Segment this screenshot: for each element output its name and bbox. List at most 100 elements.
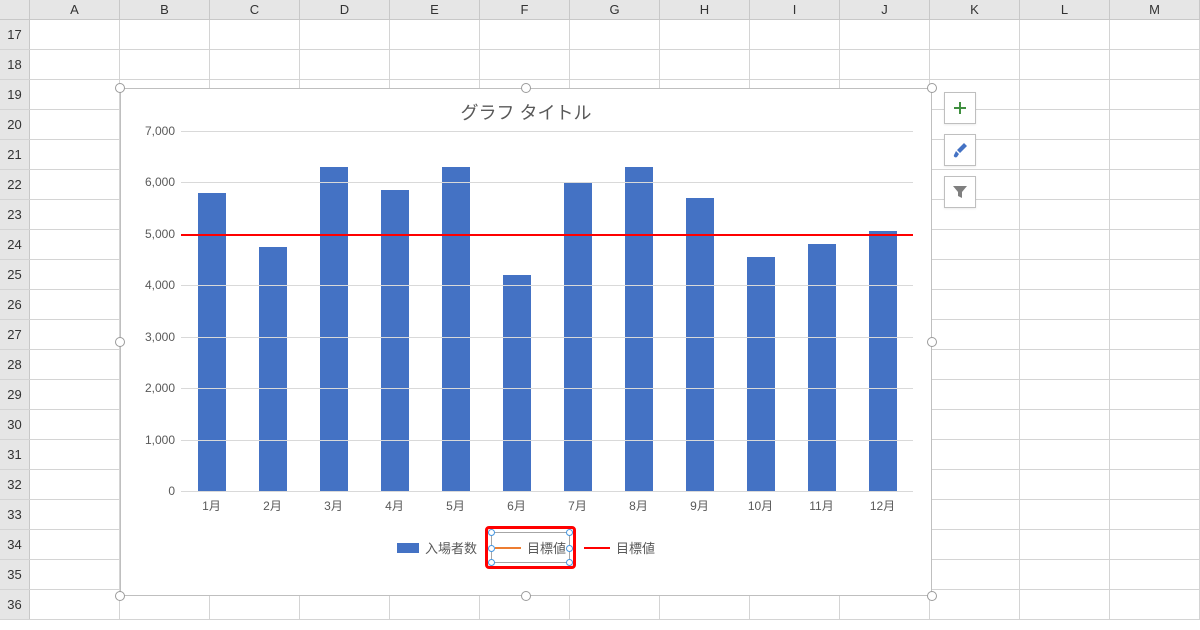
row-header[interactable]: 23 <box>0 200 30 229</box>
cell[interactable] <box>30 80 120 109</box>
cell[interactable] <box>30 110 120 139</box>
legend-resize-handle[interactable] <box>488 559 495 566</box>
column-header[interactable]: A <box>30 0 120 19</box>
bar[interactable] <box>747 257 775 491</box>
cell[interactable] <box>30 170 120 199</box>
cell[interactable] <box>1020 380 1110 409</box>
cell[interactable] <box>30 440 120 469</box>
cell[interactable] <box>1110 230 1200 259</box>
cell[interactable] <box>930 410 1020 439</box>
row-header[interactable]: 18 <box>0 50 30 79</box>
cell[interactable] <box>390 20 480 49</box>
cell[interactable] <box>1110 530 1200 559</box>
resize-handle-middle-left[interactable] <box>115 337 125 347</box>
cell[interactable] <box>930 590 1020 619</box>
column-header[interactable]: E <box>390 0 480 19</box>
cell[interactable] <box>1110 560 1200 589</box>
cell[interactable] <box>30 230 120 259</box>
chart-elements-button[interactable] <box>944 92 976 124</box>
cell[interactable] <box>1110 80 1200 109</box>
row-header[interactable]: 17 <box>0 20 30 49</box>
cell[interactable] <box>480 50 570 79</box>
resize-handle-bottom-left[interactable] <box>115 591 125 601</box>
bar[interactable] <box>259 247 287 491</box>
cell[interactable] <box>30 590 120 619</box>
cell[interactable] <box>1020 80 1110 109</box>
cell[interactable] <box>30 470 120 499</box>
legend-item[interactable]: 入場者数 <box>397 538 477 557</box>
resize-handle-top-left[interactable] <box>115 83 125 93</box>
row-header[interactable]: 24 <box>0 230 30 259</box>
legend-item[interactable]: 目標値 <box>584 538 655 557</box>
cell[interactable] <box>840 20 930 49</box>
cell[interactable] <box>210 20 300 49</box>
cell[interactable] <box>30 350 120 379</box>
cell[interactable] <box>930 50 1020 79</box>
row-header[interactable]: 33 <box>0 500 30 529</box>
cell[interactable] <box>930 560 1020 589</box>
cell[interactable] <box>1020 350 1110 379</box>
cell[interactable] <box>930 290 1020 319</box>
cell[interactable] <box>390 50 480 79</box>
column-header[interactable]: C <box>210 0 300 19</box>
cell[interactable] <box>930 350 1020 379</box>
row-header[interactable]: 22 <box>0 170 30 199</box>
column-header[interactable]: H <box>660 0 750 19</box>
cell[interactable] <box>1020 200 1110 229</box>
legend-item[interactable]: 目標値 <box>495 538 566 557</box>
column-header[interactable]: M <box>1110 0 1200 19</box>
column-header[interactable]: I <box>750 0 840 19</box>
legend-resize-handle[interactable] <box>488 529 495 536</box>
cell[interactable] <box>1110 110 1200 139</box>
cell[interactable] <box>750 50 840 79</box>
cell[interactable] <box>570 20 660 49</box>
row-header[interactable]: 19 <box>0 80 30 109</box>
legend-resize-handle[interactable] <box>488 545 495 552</box>
cell[interactable] <box>1020 20 1110 49</box>
row-header[interactable]: 26 <box>0 290 30 319</box>
cell[interactable] <box>300 20 390 49</box>
cell[interactable] <box>30 200 120 229</box>
bar[interactable] <box>808 244 836 491</box>
cell[interactable] <box>930 470 1020 499</box>
bar[interactable] <box>686 198 714 491</box>
row-header[interactable]: 35 <box>0 560 30 589</box>
cell[interactable] <box>30 50 120 79</box>
column-header[interactable]: J <box>840 0 930 19</box>
row-header[interactable]: 25 <box>0 260 30 289</box>
cell[interactable] <box>1110 440 1200 469</box>
chart-styles-button[interactable] <box>944 134 976 166</box>
cell[interactable] <box>930 230 1020 259</box>
column-header[interactable]: F <box>480 0 570 19</box>
bar[interactable] <box>869 231 897 491</box>
column-header[interactable]: D <box>300 0 390 19</box>
cell[interactable] <box>1020 530 1110 559</box>
cell[interactable] <box>300 50 390 79</box>
chart-title[interactable]: グラフ タイトル <box>121 89 931 131</box>
legend-resize-handle[interactable] <box>566 529 573 536</box>
bar[interactable] <box>625 167 653 491</box>
row-header[interactable]: 27 <box>0 320 30 349</box>
cell[interactable] <box>1110 290 1200 319</box>
cell[interactable] <box>1020 440 1110 469</box>
cell[interactable] <box>930 260 1020 289</box>
cell[interactable] <box>1110 20 1200 49</box>
cell[interactable] <box>1020 320 1110 349</box>
chart-legend[interactable]: 入場者数目標値目標値 <box>121 538 931 557</box>
cell[interactable] <box>1110 590 1200 619</box>
cell[interactable] <box>480 20 570 49</box>
row-header[interactable]: 29 <box>0 380 30 409</box>
cell[interactable] <box>30 560 120 589</box>
cell[interactable] <box>1110 410 1200 439</box>
cell[interactable] <box>120 20 210 49</box>
cell[interactable] <box>1110 260 1200 289</box>
cell[interactable] <box>30 320 120 349</box>
cell[interactable] <box>1020 260 1110 289</box>
cell[interactable] <box>1020 110 1110 139</box>
cell[interactable] <box>570 50 660 79</box>
cell[interactable] <box>1020 50 1110 79</box>
row-header[interactable]: 28 <box>0 350 30 379</box>
cell[interactable] <box>1110 140 1200 169</box>
cell[interactable] <box>930 530 1020 559</box>
row-header[interactable]: 36 <box>0 590 30 619</box>
